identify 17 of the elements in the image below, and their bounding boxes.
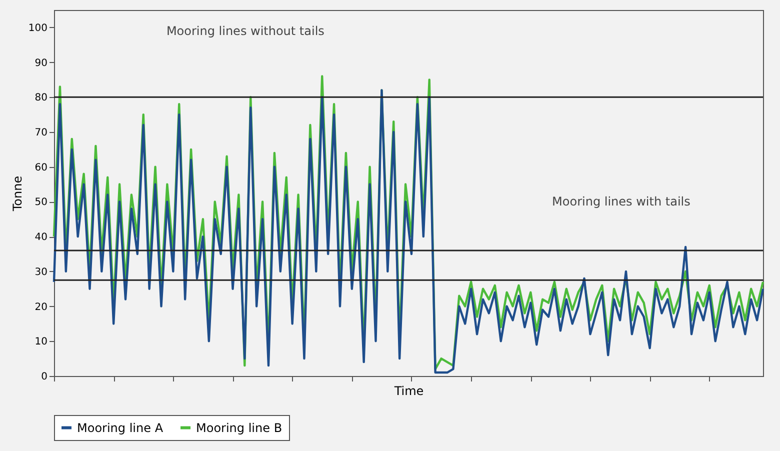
y-tick-label: 50 xyxy=(34,197,48,208)
annotation: Mooring lines without tails xyxy=(166,24,324,38)
y-tick-label: 20 xyxy=(34,302,48,313)
y-tick-label: 90 xyxy=(34,58,48,69)
annotation: Mooring lines with tails xyxy=(552,194,690,209)
legend-label: Mooring line B xyxy=(196,420,282,435)
legend-label: Mooring line A xyxy=(77,420,164,435)
y-tick-label: 10 xyxy=(34,336,48,348)
y-tick-label: 40 xyxy=(34,232,48,244)
x-axis-title: Time xyxy=(393,384,424,398)
y-tick-label: 70 xyxy=(34,128,48,138)
y-tick-label: 80 xyxy=(34,92,48,104)
y-tick-label: 0 xyxy=(41,372,48,382)
y-axis-title: Tonne xyxy=(10,176,24,212)
y-tick-label: 30 xyxy=(34,266,48,278)
y-tick-label: 100 xyxy=(28,22,48,34)
y-tick-label: 60 xyxy=(34,162,48,174)
